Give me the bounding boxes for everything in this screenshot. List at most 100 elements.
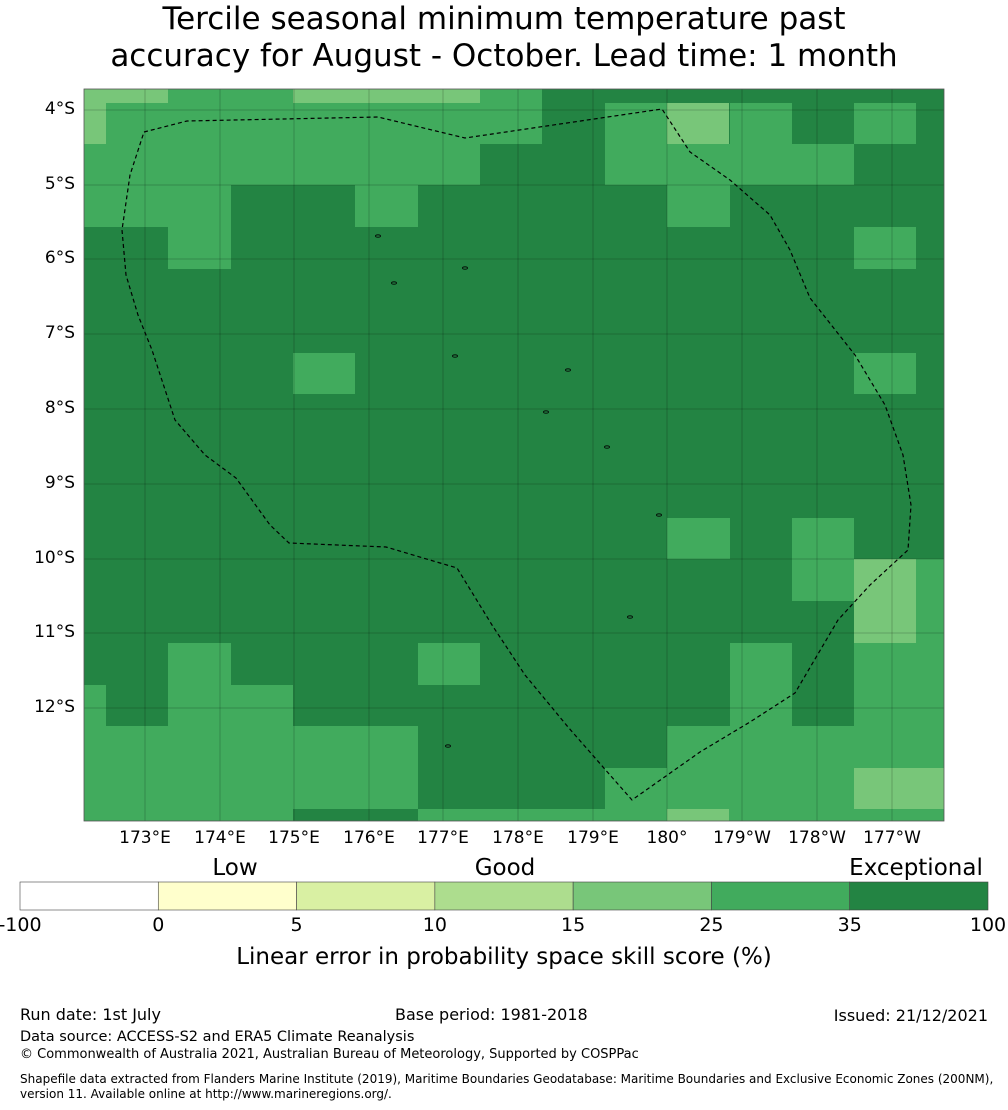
colorbar-segment [434,881,574,911]
lon-label: 177°W [863,828,921,848]
lat-label: 5°S [44,174,75,194]
skill-cell [168,227,231,269]
skill-cell [84,685,106,726]
island [445,744,451,748]
lat-label: 8°S [44,398,75,418]
lon-label: 178°E [492,828,544,848]
colorbar [19,881,989,911]
skill-cell [231,144,356,185]
lon-label: 174°E [194,828,246,848]
colorbar-tick-label: 100 [969,914,1007,936]
island [462,266,468,270]
lat-label: 9°S [44,473,75,493]
copyright: © Commonwealth of Australia 2021, Austra… [20,1047,639,1062]
colorbar-tick-label: -100 [0,914,42,936]
run-date: Run date: 1st July [20,1005,161,1024]
skill-cell [667,103,729,144]
data-source: Data source: ACCESS-S2 and ERA5 Climate … [20,1029,415,1045]
skill-cell [854,103,916,144]
skill-cell [168,89,293,103]
skill-cell [730,643,792,726]
eez-boundary [121,108,912,801]
skill-cell [667,144,854,185]
lon-label: 180° [646,828,688,848]
island [656,513,662,517]
island [452,354,458,358]
lon-label: 175°E [268,828,320,848]
colorbar-tick-label: 25 [699,914,724,936]
colorbar-segment [572,881,712,911]
skill-cell [916,559,944,643]
colorbar-segment [849,881,989,911]
colorbar-tick-label: 0 [152,914,165,936]
colorbar-segment [19,881,159,911]
skill-cell [168,685,293,726]
map-gridlines [84,89,944,821]
island [543,410,549,414]
skill-grid-cells [84,89,944,821]
skill-cell [605,768,667,821]
skill-cell [418,643,480,685]
skill-cell [106,103,480,144]
colorbar-segment [711,881,851,911]
skill-cell [667,185,730,227]
skill-cell [792,518,854,601]
island [627,615,633,619]
colorbar-tick-label: 35 [837,914,862,936]
colorbar-category-label: Low [212,855,258,881]
skill-cell [916,768,944,809]
colorbar-tick-label: 5 [290,914,303,936]
island [565,368,571,372]
issued-date: Issued: 21/12/2021 [833,1006,988,1025]
skill-cell [854,353,916,394]
lat-label: 10°S [34,548,75,568]
skill-cell [84,89,106,144]
colorbar-segment [157,881,297,911]
lon-label: 179°E [567,828,619,848]
chart-title-line-1: Tercile seasonal minimum temperature pas… [162,1,846,37]
island [391,281,397,285]
colorbar-tick-label: 10 [422,914,447,936]
skill-cell [667,518,730,559]
lon-label: 177°E [417,828,469,848]
skill-cell [418,809,605,821]
skill-cell [605,103,667,185]
skill-cell [84,144,231,185]
skill-cell [293,89,418,103]
colorbar-category-label: Good [474,855,536,881]
skill-cell [293,726,418,809]
skill-cell [355,144,480,185]
island-outlines [375,234,662,748]
skill-cell [854,559,916,643]
chart-title-line-2: accuracy for August - October. Lead time… [110,38,898,74]
lon-label: 173°E [119,828,171,848]
skill-cell [480,89,542,144]
colorbar-category-label: Exceptional [849,855,983,881]
lat-label: 6°S [44,248,75,268]
lat-label: 7°S [44,323,75,343]
skill-cell [854,768,916,809]
skill-cell [84,726,293,821]
base-period: Base period: 1981-2018 [395,1005,588,1024]
skill-cell [293,353,355,394]
skill-cell [84,185,231,227]
skill-cell [667,809,729,821]
skill-cell [168,643,231,685]
colorbar-tick-label: 15 [561,914,586,936]
lat-label: 12°S [34,697,75,717]
lon-label: 176°E [343,828,395,848]
island [375,234,381,238]
lon-label: 178°W [788,828,846,848]
lat-label: 4°S [44,99,75,119]
lon-label: 179°W [713,828,771,848]
colorbar-segment [296,881,436,911]
lat-label: 11°S [34,622,75,642]
shapefile-credit-line-2: version 11. Available online at http://w… [20,1087,392,1101]
skill-cell [667,726,854,821]
shapefile-credit-line-1: Shapefile data extracted from Flanders M… [20,1072,994,1086]
skill-cell [355,185,418,227]
map-frame [83,88,945,822]
colorbar-label: Linear error in probability space skill … [236,944,772,970]
island [604,445,610,449]
